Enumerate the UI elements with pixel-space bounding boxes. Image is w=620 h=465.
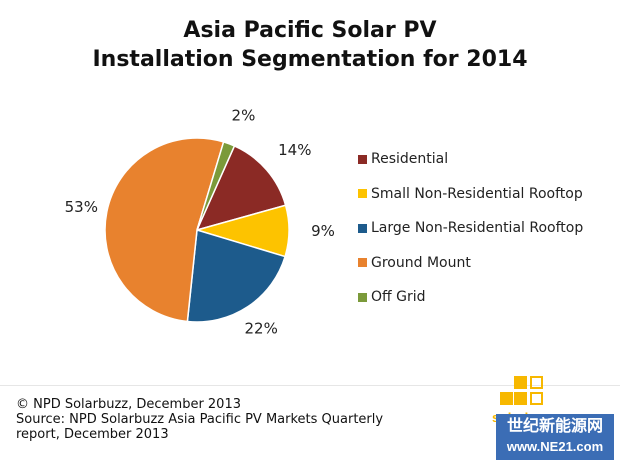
legend-swatch — [358, 223, 367, 233]
legend-label: Small Non-Residential Rooftop — [371, 185, 583, 202]
data-label-residential: 14% — [278, 141, 311, 159]
data-label-off-grid: 2% — [232, 106, 256, 124]
logo-squares-icon — [500, 374, 544, 424]
pie-slice-ground-mount — [104, 137, 225, 323]
legend-swatch — [358, 292, 367, 302]
watermark-line-2: www.NE21.com — [506, 439, 604, 454]
pie-chart: 14% 9% 22% 53% 2% — [65, 106, 335, 338]
watermark-line-1: 世纪新能源网 — [506, 418, 603, 435]
legend-swatch — [358, 258, 367, 267]
legend-item-off-grid: Off Grid — [358, 288, 426, 306]
footer-notes: © NPD Solarbuzz, December 2013 Source: N… — [16, 397, 456, 442]
legend-label: Off Grid — [371, 289, 426, 305]
legend-item-small-non-residential-rooftop: Small Non-Residential Rooftop — [358, 185, 583, 203]
copyright-text: © NPD Solarbuzz, December 2013 — [16, 397, 241, 412]
data-label-ground-mount: 53% — [65, 198, 98, 216]
chart-title: Asia Pacific Solar PV Installation Segme… — [0, 16, 620, 74]
pie-slice-large-non-residential-rooftop — [186, 229, 287, 323]
chart-title-line-1: Asia Pacific Solar PV — [183, 18, 437, 43]
legend-swatch — [358, 189, 367, 198]
chart-title-line-2: Installation Segmentation for 2014 — [92, 47, 528, 72]
legend-label: Residential — [371, 151, 449, 167]
legend-swatch — [358, 154, 367, 164]
source-text-line-2: report, December 2013 — [16, 427, 169, 442]
footer-divider — [0, 385, 620, 386]
solarbuzz-logo: solarbuzz 世纪新能源网 www.NE21.com — [484, 372, 620, 465]
source-text-line-1: Source: NPD Solarbuzz Asia Pacific PV Ma… — [16, 412, 384, 427]
pie-slice-off-grid — [196, 140, 236, 231]
pie-slice-residential — [195, 144, 287, 232]
data-label-small-non-residential-rooftop: 9% — [311, 222, 335, 240]
legend-item-large-non-residential-rooftop: Large Non-Residential Rooftop — [358, 219, 583, 237]
legend-label: Ground Mount — [371, 254, 471, 271]
legend-item-ground-mount: Ground Mount — [358, 254, 471, 272]
legend-item-residential: Residential — [358, 150, 448, 168]
data-label-large-non-residential-rooftop: 22% — [245, 320, 278, 338]
site-watermark: 世纪新能源网 www.NE21.com — [496, 414, 614, 460]
legend-label: Large Non-Residential Rooftop — [371, 220, 584, 236]
